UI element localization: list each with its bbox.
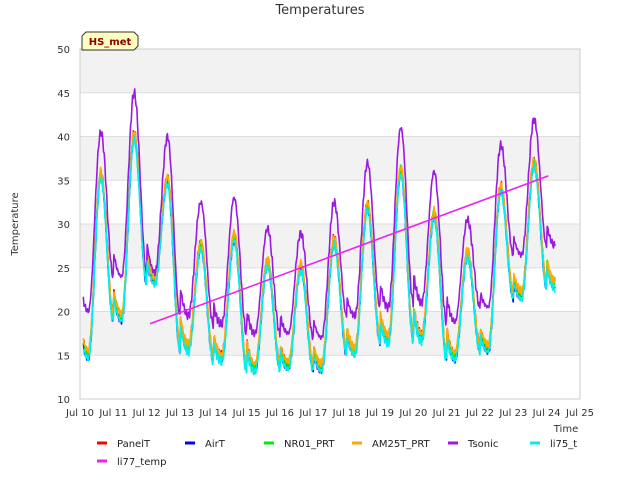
background-band: [80, 49, 580, 93]
hs-met-badge: HS_met: [81, 31, 139, 51]
legend-label: NR01_PRT: [284, 439, 335, 450]
y-tick-label: 40: [57, 133, 70, 144]
x-tick-label: Jul 22: [465, 408, 494, 419]
plot-frame: [79, 48, 581, 400]
x-tick-label: Jul 16: [265, 408, 294, 419]
x-tick-label: Jul 19: [365, 408, 394, 419]
x-tick-label: Jul 24: [532, 408, 561, 419]
x-axis-title: Time: [553, 424, 578, 435]
legend-label: AM25T_PRT: [372, 439, 431, 450]
x-tick-label: Jul 20: [398, 408, 427, 419]
x-tick-label: Jul 10: [65, 408, 94, 419]
y-tick-label: 15: [57, 351, 70, 362]
x-tick-label: Jul 23: [498, 408, 527, 419]
series-line-tsonic: [82, 88, 556, 341]
chart-title: Temperatures: [274, 3, 364, 18]
y-axis-title: Temperature: [10, 192, 21, 256]
badge-shape: [81, 31, 139, 51]
y-tick-label: 45: [57, 89, 70, 100]
series-line-li75-t: [82, 134, 556, 376]
x-tick-label: Jul 14: [198, 408, 227, 419]
legend-label: PanelT: [117, 439, 151, 450]
background-bands: [80, 49, 580, 356]
badge-label: HS_met: [89, 37, 132, 48]
y-tick-labels: 10 15 20 25 30 35 40 45 50: [57, 45, 70, 406]
x-tick-label: Jul 18: [332, 408, 361, 419]
x-tick-label: Jul 17: [298, 408, 327, 419]
x-tick-label: Jul 11: [98, 408, 127, 419]
y-tick-label: 20: [57, 308, 70, 319]
y-tick-label: 10: [57, 395, 70, 406]
x-tick-label: Jul 15: [232, 408, 261, 419]
legend-label: li75_t: [550, 439, 577, 450]
y-tick-label: 30: [57, 220, 70, 231]
legend: PanelT AirT NR01_PRT AM25T_PRT Tsonic li75_tl…: [97, 439, 577, 468]
legend-label: li77_temp: [117, 457, 166, 468]
x-tick-label: Jul 12: [132, 408, 161, 419]
y-tick-label: 35: [57, 176, 70, 187]
series-line-li77-temp: [149, 175, 549, 325]
x-tick-label: Jul 13: [165, 408, 194, 419]
x-tick-label: Jul 21: [432, 408, 461, 419]
y-tick-label: 50: [57, 45, 70, 56]
x-tick-label: Jul 25: [565, 408, 594, 419]
legend-label: Tsonic: [467, 439, 498, 450]
series-layer: [82, 88, 556, 376]
y-tick-label: 25: [57, 264, 70, 275]
legend-label: AirT: [205, 439, 226, 450]
background-band: [80, 311, 580, 356]
x-tick-labels: Jul 10 Jul 11 Jul 12 Jul 13 Jul 14 Jul 15 Jul …: [65, 408, 594, 419]
